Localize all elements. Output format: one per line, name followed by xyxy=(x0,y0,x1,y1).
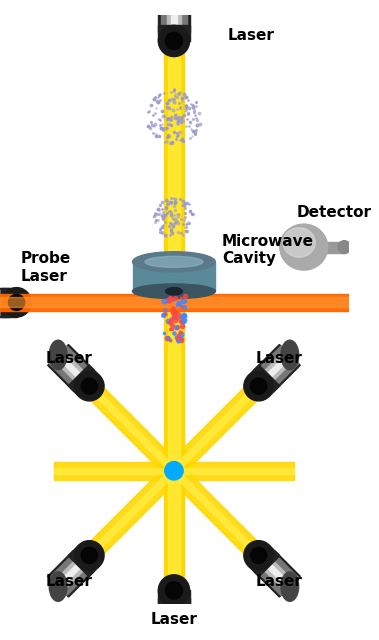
Polygon shape xyxy=(0,294,349,310)
Polygon shape xyxy=(158,0,190,41)
Ellipse shape xyxy=(49,572,67,602)
Circle shape xyxy=(251,547,267,563)
Text: Laser: Laser xyxy=(255,351,302,366)
Polygon shape xyxy=(250,547,299,595)
Polygon shape xyxy=(248,344,300,397)
Polygon shape xyxy=(161,0,187,41)
Polygon shape xyxy=(68,365,94,391)
Circle shape xyxy=(158,575,190,606)
Circle shape xyxy=(81,378,97,394)
Polygon shape xyxy=(158,591,190,632)
Ellipse shape xyxy=(133,284,215,299)
Circle shape xyxy=(75,541,104,570)
Text: Laser: Laser xyxy=(255,573,302,589)
Polygon shape xyxy=(56,554,91,589)
Text: Detector: Detector xyxy=(296,205,371,220)
Circle shape xyxy=(158,26,190,56)
Polygon shape xyxy=(0,287,17,317)
Ellipse shape xyxy=(49,340,67,370)
Polygon shape xyxy=(87,468,176,557)
Polygon shape xyxy=(172,384,261,473)
Polygon shape xyxy=(254,550,280,577)
Polygon shape xyxy=(167,0,181,41)
Polygon shape xyxy=(158,598,190,605)
Circle shape xyxy=(75,371,104,401)
Polygon shape xyxy=(49,346,98,395)
Polygon shape xyxy=(54,461,174,480)
Ellipse shape xyxy=(283,228,315,257)
Circle shape xyxy=(81,547,97,563)
Polygon shape xyxy=(168,43,180,577)
Text: Microwave
Cavity: Microwave Cavity xyxy=(222,234,314,266)
Polygon shape xyxy=(322,241,344,253)
Polygon shape xyxy=(1,287,9,317)
Polygon shape xyxy=(87,384,176,473)
Polygon shape xyxy=(171,591,177,632)
Text: Laser: Laser xyxy=(227,28,274,43)
Polygon shape xyxy=(257,353,292,388)
Ellipse shape xyxy=(133,252,215,272)
Circle shape xyxy=(165,582,183,599)
Circle shape xyxy=(244,541,273,570)
Polygon shape xyxy=(174,468,294,474)
Polygon shape xyxy=(254,350,294,391)
Polygon shape xyxy=(0,290,17,315)
Polygon shape xyxy=(248,545,300,597)
Circle shape xyxy=(165,461,183,480)
Text: Probe
Laser: Probe Laser xyxy=(20,251,70,284)
Polygon shape xyxy=(0,300,17,305)
Polygon shape xyxy=(171,0,177,41)
Ellipse shape xyxy=(281,572,299,602)
Circle shape xyxy=(244,371,273,401)
Polygon shape xyxy=(250,346,299,395)
Polygon shape xyxy=(174,461,294,480)
Circle shape xyxy=(165,33,183,49)
Polygon shape xyxy=(158,24,190,33)
Polygon shape xyxy=(168,380,265,477)
Ellipse shape xyxy=(164,0,183,9)
Polygon shape xyxy=(68,550,94,577)
Polygon shape xyxy=(161,591,187,632)
Ellipse shape xyxy=(145,257,203,268)
Polygon shape xyxy=(53,550,94,591)
Polygon shape xyxy=(254,365,280,391)
Polygon shape xyxy=(167,591,181,632)
Polygon shape xyxy=(83,464,180,562)
Polygon shape xyxy=(83,380,180,477)
Polygon shape xyxy=(168,464,265,562)
Polygon shape xyxy=(48,344,100,397)
Ellipse shape xyxy=(164,616,183,640)
Circle shape xyxy=(8,294,25,310)
Ellipse shape xyxy=(281,340,299,370)
Polygon shape xyxy=(0,296,17,309)
Polygon shape xyxy=(164,43,184,577)
Ellipse shape xyxy=(166,287,182,295)
Ellipse shape xyxy=(280,224,328,270)
Text: Laser: Laser xyxy=(45,351,92,366)
Polygon shape xyxy=(254,550,294,591)
Polygon shape xyxy=(0,298,349,307)
Polygon shape xyxy=(54,468,174,474)
Polygon shape xyxy=(53,350,94,391)
Circle shape xyxy=(251,378,267,394)
Polygon shape xyxy=(257,554,292,589)
Circle shape xyxy=(338,241,351,253)
Polygon shape xyxy=(172,468,261,557)
Text: Laser: Laser xyxy=(45,573,92,589)
Text: Laser: Laser xyxy=(150,612,197,627)
Polygon shape xyxy=(56,353,91,388)
Circle shape xyxy=(2,287,31,317)
Polygon shape xyxy=(133,262,215,291)
Polygon shape xyxy=(48,545,100,597)
Polygon shape xyxy=(49,547,98,595)
